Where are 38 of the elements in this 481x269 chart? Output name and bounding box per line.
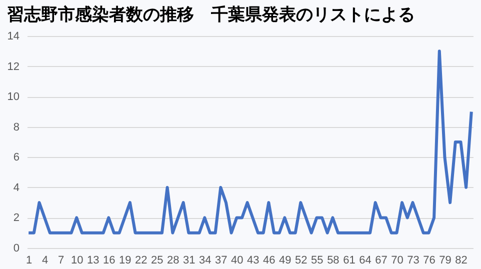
x-tick-label: 22 — [135, 254, 148, 266]
x-tick-label: 49 — [279, 254, 292, 266]
x-tick-label: 82 — [455, 254, 468, 266]
x-tick-label: 70 — [391, 254, 404, 266]
y-tick-label: 12 — [7, 60, 20, 73]
y-tick-label: 6 — [13, 152, 20, 164]
chart-title: 習志野市感染者数の推移 千葉県発表のリストによる — [6, 5, 415, 25]
x-tick-label: 46 — [263, 254, 276, 266]
x-tick-label: 76 — [423, 254, 436, 266]
x-tick-label: 19 — [119, 254, 132, 266]
line-series — [27, 50, 473, 234]
y-tick-label: 0 — [13, 242, 20, 254]
y-tick-label: 14 — [7, 30, 20, 42]
y-tick-label: 4 — [13, 182, 20, 194]
x-tick-label: 4 — [42, 254, 48, 266]
x-tick-label: 7 — [58, 254, 64, 266]
y-tick-label: 8 — [13, 121, 20, 134]
x-tick-label: 67 — [375, 254, 388, 266]
x-tick-label: 13 — [86, 254, 100, 266]
x-tick-label: 43 — [247, 254, 260, 266]
x-tick-label: 52 — [295, 254, 308, 266]
x-tick-label: 61 — [343, 254, 356, 266]
x-tick-label: 58 — [327, 254, 340, 266]
x-tick-label: 64 — [359, 254, 372, 266]
y-tick-label: 2 — [13, 212, 20, 224]
x-tick-label: 55 — [311, 254, 324, 266]
x-tick-label: 79 — [439, 254, 452, 266]
x-tick-label: 16 — [103, 254, 116, 266]
x-tick-label: 25 — [151, 254, 164, 266]
x-tick-label: 10 — [70, 254, 84, 266]
x-tick-label: 34 — [199, 254, 212, 266]
y-tick-label: 10 — [7, 91, 20, 104]
x-tick-label: 1 — [26, 254, 32, 266]
x-tick-label: 31 — [183, 254, 196, 266]
x-tick-label: 28 — [167, 254, 180, 266]
x-tick-label: 40 — [231, 254, 244, 266]
x-tick-label: 37 — [215, 254, 228, 266]
x-tick-label: 73 — [407, 254, 420, 266]
